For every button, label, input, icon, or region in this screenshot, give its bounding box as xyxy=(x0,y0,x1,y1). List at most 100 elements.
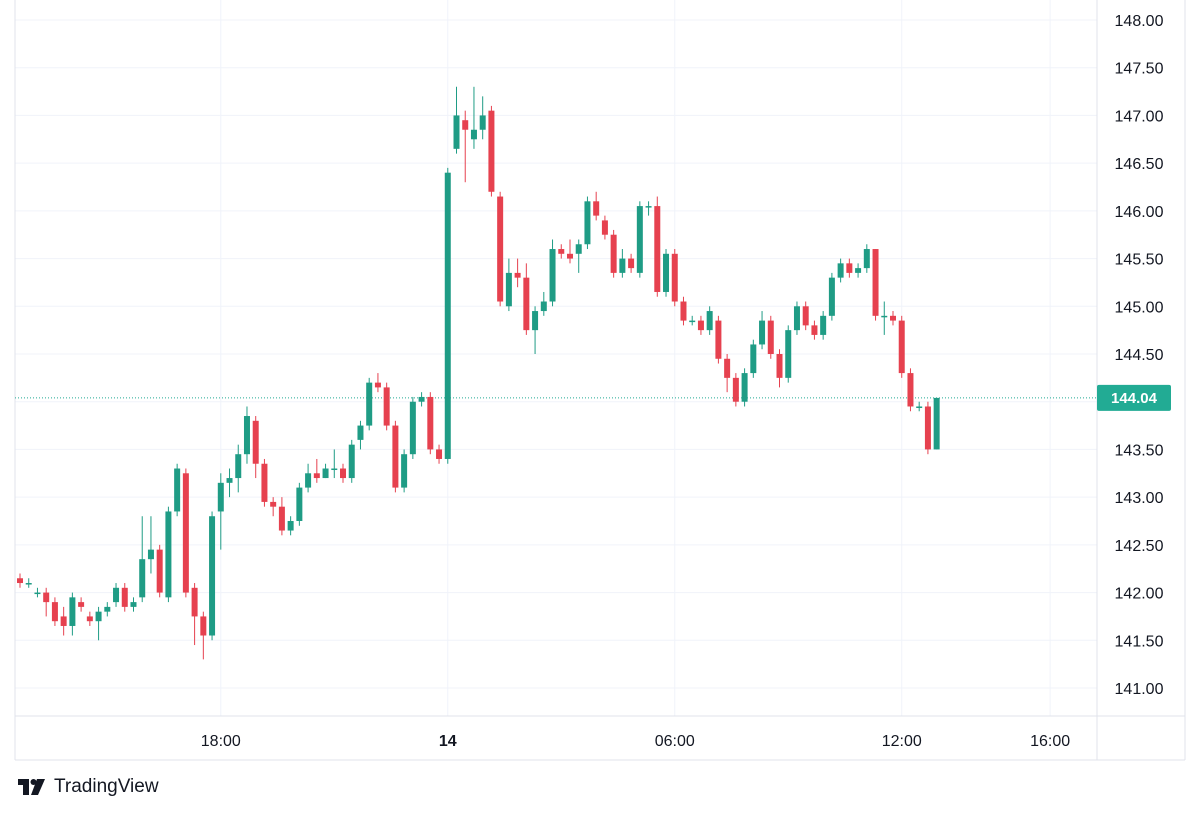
candle-body xyxy=(488,110,495,192)
candle-body xyxy=(671,253,678,302)
candle-body xyxy=(654,206,661,292)
candle-body xyxy=(924,406,931,450)
candle-down xyxy=(890,311,896,326)
candle-up xyxy=(933,397,940,450)
candle-down xyxy=(261,458,268,507)
candle-up xyxy=(366,377,373,431)
candle-body xyxy=(846,263,853,273)
candle-body xyxy=(750,344,757,374)
candle-body xyxy=(837,263,844,278)
candle-up xyxy=(165,506,172,603)
candle-body xyxy=(532,311,539,331)
candle-down xyxy=(514,258,521,288)
y-tick-label: 141.00 xyxy=(1115,681,1164,698)
candle-down xyxy=(924,401,931,455)
candle-body xyxy=(872,249,879,316)
candle-down xyxy=(121,583,128,612)
candle-body xyxy=(558,249,565,254)
y-tick-label: 146.50 xyxy=(1115,156,1164,173)
y-tick-label: 144.50 xyxy=(1115,347,1164,364)
candle-body xyxy=(593,201,600,216)
candle-up xyxy=(759,311,766,350)
candle-body xyxy=(628,258,635,269)
candle-down xyxy=(776,349,783,388)
candle-body xyxy=(95,611,102,622)
candle-body xyxy=(69,597,76,626)
candle-up xyxy=(793,301,800,335)
grid-lines xyxy=(15,0,1097,716)
x-tick-label: 18:00 xyxy=(201,733,241,750)
candle-body xyxy=(663,253,670,292)
x-axis-ticks: 18:00 14 06:00 12:00 16:00 xyxy=(201,733,1070,750)
candle-down xyxy=(724,354,731,393)
candle-down xyxy=(811,320,818,340)
candle-body xyxy=(732,377,739,402)
candle-body xyxy=(890,315,896,321)
candle-body xyxy=(313,473,320,479)
candle-body xyxy=(348,444,355,479)
candle-up xyxy=(750,339,757,378)
candle-body xyxy=(802,306,809,326)
candle-up xyxy=(331,449,338,479)
y-tick-label: 143.00 xyxy=(1115,490,1164,507)
candle-up xyxy=(95,606,102,641)
x-tick-label: 06:00 xyxy=(655,733,695,750)
candle-body xyxy=(811,325,818,335)
candle-up xyxy=(636,201,643,278)
candle-down xyxy=(43,587,50,617)
tradingview-logo-icon xyxy=(18,779,45,795)
candle-body xyxy=(366,382,373,426)
candle-body xyxy=(479,115,486,130)
candle-body xyxy=(863,249,870,269)
candle-up xyxy=(689,315,696,326)
candle-down xyxy=(200,611,207,660)
x-tick-label: 12:00 xyxy=(882,733,922,750)
candle-down xyxy=(610,229,617,278)
y-tick-label: 142.00 xyxy=(1115,586,1164,603)
candle-down xyxy=(898,315,905,378)
candle-up xyxy=(785,325,792,383)
candle-body xyxy=(619,258,626,273)
candle-body xyxy=(331,468,338,471)
candle-body xyxy=(497,196,504,302)
x-tick-label: 16:00 xyxy=(1030,733,1070,750)
candle-body xyxy=(322,468,329,479)
candle-body xyxy=(401,454,408,488)
candle-body xyxy=(828,277,835,316)
candle-down xyxy=(270,497,277,517)
candle-body xyxy=(287,521,294,531)
candle-down xyxy=(427,392,434,455)
y-tick-label: 141.50 xyxy=(1115,633,1164,650)
candle-down xyxy=(252,416,259,479)
candle-body xyxy=(462,120,469,130)
candle-body xyxy=(566,253,573,259)
candle-up xyxy=(104,602,111,617)
candle-body xyxy=(113,587,120,603)
candle-up xyxy=(540,291,547,316)
candle-up xyxy=(549,239,556,307)
candle-body xyxy=(305,473,312,488)
candle-body xyxy=(86,616,93,622)
candle-up xyxy=(663,249,670,297)
candle-up xyxy=(113,583,120,607)
candle-up xyxy=(139,516,146,603)
y-tick-label: 145.00 xyxy=(1115,299,1164,316)
axes-frame xyxy=(14,0,1186,761)
candle-down xyxy=(60,606,67,636)
candle-up xyxy=(34,587,41,598)
candle-down xyxy=(497,191,504,307)
candle-up xyxy=(243,406,250,464)
candle-up xyxy=(69,592,76,636)
candle-body xyxy=(78,602,85,607)
candle-up xyxy=(235,444,242,493)
candle-body xyxy=(898,320,905,374)
candle-body xyxy=(34,592,41,595)
candle-body xyxy=(514,272,521,278)
brand-name: TradingView xyxy=(54,776,159,797)
candle-body xyxy=(907,373,914,407)
y-tick-label: 148.00 xyxy=(1115,13,1164,30)
tradingview-brand[interactable]: TradingView xyxy=(18,776,159,798)
candle-up xyxy=(575,239,582,273)
candle-body xyxy=(418,396,425,402)
candle-body xyxy=(409,401,416,455)
